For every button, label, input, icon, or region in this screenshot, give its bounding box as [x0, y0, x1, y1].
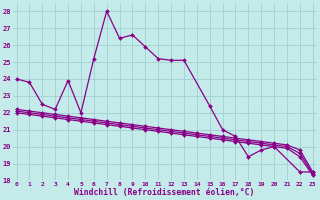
X-axis label: Windchill (Refroidissement éolien,°C): Windchill (Refroidissement éolien,°C) — [75, 188, 255, 197]
